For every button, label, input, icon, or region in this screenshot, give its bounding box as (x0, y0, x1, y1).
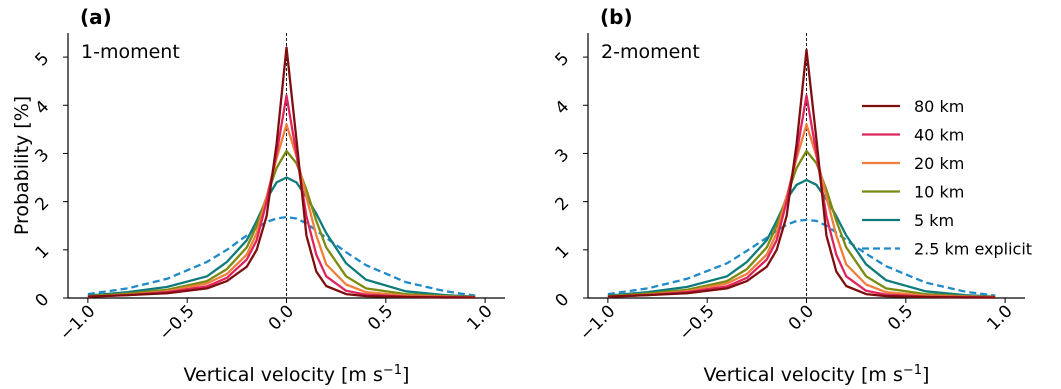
y-tick-label: 4 (552, 97, 574, 119)
x-axis-title: Vertical velocity [m s−1] (704, 363, 930, 386)
panel-b: −1.0 −0.5 0.0 0.5 1.0 0 1 2 3 4 5 Vertical velocity… (552, 5, 1032, 386)
series-line-2-5-km-explicit (87, 215, 476, 297)
series-line-80-km (87, 46, 476, 299)
legend-label: 40 km (914, 126, 964, 145)
y-tick-label: 4 (32, 97, 54, 119)
series-line-20-km (87, 123, 476, 299)
x-tick-label: 0.0 (785, 301, 818, 334)
x-tick-label: −0.5 (675, 301, 718, 344)
panel-a: −1.0 −0.5 0.0 0.5 1.0 0 1 2 3 4 5 Vertical velocity… (11, 5, 505, 386)
x-tick-label: 0.5 (364, 301, 397, 334)
series-line-10-km (607, 149, 996, 299)
y-tick-label: 0 (32, 290, 54, 312)
legend: 80 km 40 km 20 km 10 km 5 km 2.5 km explicit (862, 97, 1032, 259)
y-tick-label: 0 (552, 290, 574, 312)
y-tick-label: 3 (32, 145, 54, 167)
legend-label: 2.5 km explicit (914, 240, 1032, 259)
legend-label: 20 km (914, 154, 964, 173)
y-tick-label: 1 (32, 241, 54, 263)
x-tick-label: −1.0 (56, 301, 99, 344)
series-line-20-km (607, 123, 996, 299)
y-tick-label: 5 (32, 49, 54, 71)
x-tick-label: −0.5 (155, 301, 198, 344)
y-tick-label: 2 (552, 193, 574, 215)
x-tick-label: 1.0 (983, 301, 1016, 334)
series-line-5-km (607, 178, 996, 298)
series-line-2-5-km-explicit (607, 218, 996, 297)
panel-label: (a) (80, 5, 112, 29)
y-tick-label: 5 (552, 49, 574, 71)
y-axis-title: Probability [%] (11, 96, 33, 235)
x-tick-label: 0.0 (265, 301, 298, 334)
series-line-5-km (87, 176, 476, 298)
x-tick-label: 0.5 (884, 301, 917, 334)
series-line-80-km (607, 48, 996, 299)
x-axis-title: Vertical velocity [m s−1] (184, 363, 410, 386)
series-line-10-km (87, 149, 476, 299)
y-tick-label: 2 (32, 193, 54, 215)
series-line-40-km (87, 94, 476, 299)
x-tick-label: 1.0 (463, 301, 496, 334)
x-tick-label: −1.0 (576, 301, 619, 344)
panel-annotation: 1-moment (81, 41, 180, 63)
legend-label: 5 km (914, 211, 954, 230)
panel-annotation: 2-moment (601, 41, 700, 63)
legend-label: 80 km (914, 97, 964, 116)
legend-label: 10 km (914, 183, 964, 202)
y-tick-label: 1 (552, 241, 574, 263)
y-tick-label: 3 (552, 145, 574, 167)
panel-label: (b) (600, 5, 633, 29)
series-line-40-km (607, 94, 996, 299)
